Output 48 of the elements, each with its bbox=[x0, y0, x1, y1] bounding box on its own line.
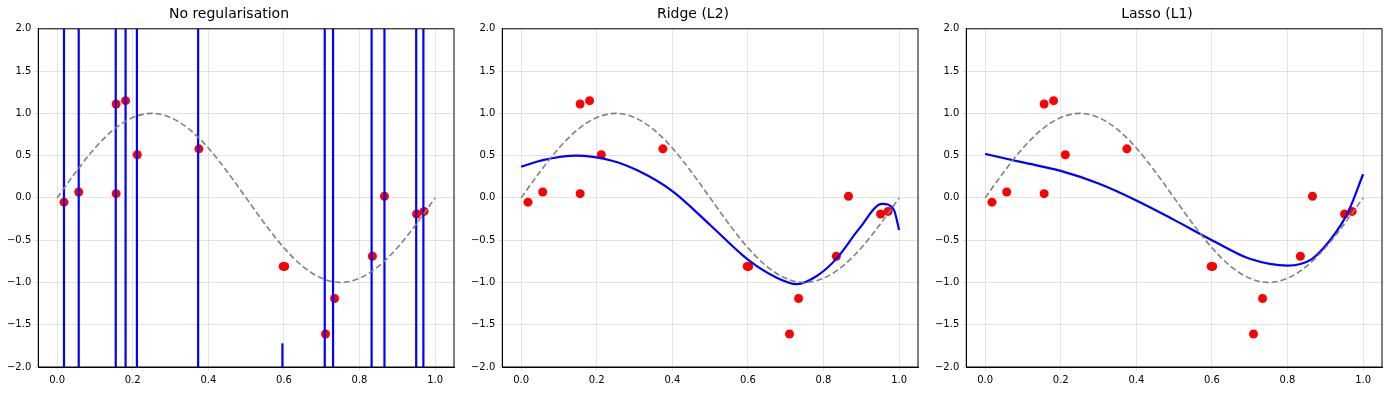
chart-title: Lasso (L1) bbox=[1121, 5, 1193, 22]
x-tick-label: 1.0 bbox=[427, 373, 444, 385]
chart-title: Ridge (L2) bbox=[656, 5, 730, 22]
y-tick-label: −0.5 bbox=[934, 233, 960, 245]
y-tick-label: −1.0 bbox=[934, 276, 960, 288]
x-tick-label: 0.2 bbox=[124, 373, 141, 385]
x-tick-label: 0.4 bbox=[664, 373, 681, 385]
y-tick-label: −1.5 bbox=[470, 318, 496, 330]
x-tick-label: 0.6 bbox=[275, 373, 292, 385]
y-tick-label: 0.5 bbox=[479, 149, 496, 161]
chart-title: No regularisation bbox=[168, 5, 290, 22]
y-tick-label: 0.0 bbox=[943, 191, 960, 203]
y-tick-label: 0.0 bbox=[15, 191, 32, 203]
x-tick-label: 0.8 bbox=[351, 373, 368, 385]
x-tick-label: 0.6 bbox=[739, 373, 756, 385]
y-tick-label: 1.0 bbox=[479, 106, 496, 118]
y-tick-label: 2.0 bbox=[943, 22, 960, 34]
x-tick-label: 0.0 bbox=[977, 373, 994, 385]
y-tick-label: −1.5 bbox=[934, 318, 960, 330]
x-tick-label: 0.8 bbox=[1279, 373, 1296, 385]
x-tick-label: 0.2 bbox=[1052, 373, 1069, 385]
y-tick-label: −1.0 bbox=[470, 276, 496, 288]
y-tick-label: 1.5 bbox=[943, 64, 960, 76]
x-tick-label: 0.2 bbox=[588, 373, 605, 385]
y-tick-label: 2.0 bbox=[15, 22, 32, 34]
y-tick-label: 1.5 bbox=[15, 64, 32, 76]
y-tick-label: −0.5 bbox=[6, 233, 32, 245]
y-tick-label: 0.0 bbox=[479, 191, 496, 203]
y-tick-label: 1.5 bbox=[479, 64, 496, 76]
x-tick-label: 0.0 bbox=[49, 373, 66, 385]
x-tick-label: 1.0 bbox=[891, 373, 908, 385]
y-tick-label: 1.0 bbox=[15, 106, 32, 118]
x-tick-label: 1.0 bbox=[1355, 373, 1372, 385]
y-tick-label: −1.5 bbox=[6, 318, 32, 330]
x-tick-label: 0.6 bbox=[1203, 373, 1220, 385]
y-tick-label: −0.5 bbox=[470, 233, 496, 245]
x-tick-label: 0.8 bbox=[815, 373, 832, 385]
y-tick-label: −1.0 bbox=[6, 276, 32, 288]
x-tick-label: 0.0 bbox=[513, 373, 530, 385]
y-tick-label: 0.5 bbox=[943, 149, 960, 161]
y-tick-label: −2.0 bbox=[470, 360, 496, 372]
y-tick-label: 1.0 bbox=[943, 106, 960, 118]
y-tick-label: −2.0 bbox=[934, 360, 960, 372]
y-tick-label: −2.0 bbox=[6, 360, 32, 372]
x-tick-label: 0.4 bbox=[1128, 373, 1145, 385]
x-tick-label: 0.4 bbox=[200, 373, 217, 385]
y-tick-label: 2.0 bbox=[479, 22, 496, 34]
y-tick-label: 0.5 bbox=[15, 149, 32, 161]
